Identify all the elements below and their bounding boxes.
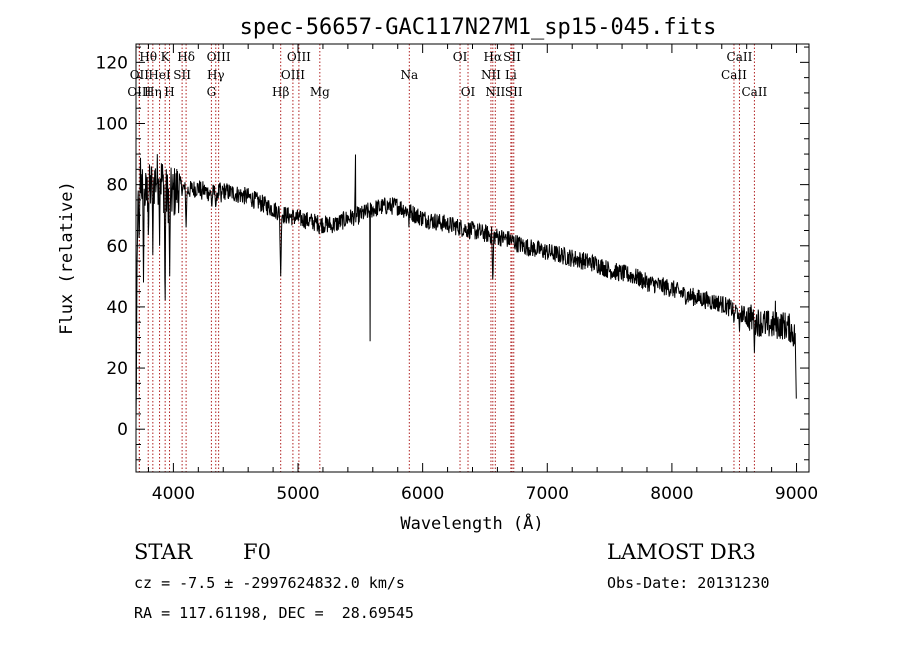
- line-markers: [138, 44, 755, 472]
- line-marker-label-18: OI: [461, 85, 476, 99]
- y-tick-label-0: 0: [117, 420, 128, 440]
- x-tick-label-2: 6000: [401, 484, 444, 504]
- plot-frame: [135, 43, 810, 473]
- line-marker-label-9: OIII: [207, 50, 231, 64]
- line-marker-label-10: Hγ: [207, 68, 225, 82]
- x-tick-label-3: 7000: [526, 484, 569, 504]
- x-tick-label-4: 8000: [650, 484, 693, 504]
- x-tick-label-1: 5000: [276, 484, 319, 504]
- redshift-text: cz = -7.5 ± -2997624832.0 km/s: [134, 574, 405, 592]
- line-marker-label-27: CaII: [741, 85, 767, 99]
- x-tick-label-0: 4000: [152, 484, 195, 504]
- coordinates: RA = 117.61198, DEC = 28.69545: [134, 604, 414, 622]
- line-marker-label-15: Mg: [310, 85, 330, 99]
- line-marker-label-2: OIII: [127, 85, 151, 99]
- line-marker-label-5: K: [161, 50, 171, 64]
- line-marker-label-24: SII: [505, 85, 523, 99]
- line-marker-label-12: Hβ: [272, 85, 289, 99]
- line-marker-label-4: HeI: [148, 68, 171, 82]
- line-marker-label-1: OII: [130, 68, 150, 82]
- object-subclass: F0: [243, 540, 271, 564]
- line-marker-label-3: Hη: [144, 85, 162, 99]
- y-tick-label-6: 120: [96, 53, 128, 73]
- object-class: STAR: [134, 540, 193, 564]
- line-marker-label-25: CaII: [727, 50, 753, 64]
- y-tick-label-5: 100: [96, 114, 128, 134]
- line-marker-label-19: Hα: [484, 50, 503, 64]
- line-marker-label-14: OIII: [281, 68, 305, 82]
- x-tick-label-5: 9000: [775, 484, 818, 504]
- line-marker-label-22: SII: [503, 50, 521, 64]
- line-marker-label-7: H: [164, 85, 174, 99]
- y-axis: 0 20 40 60 80 100 120: [96, 46, 809, 461]
- y-tick-label-3: 60: [106, 237, 128, 257]
- line-marker-label-20: NII: [481, 68, 501, 82]
- line-marker-label-8: Hδ: [177, 50, 195, 64]
- line-marker-label-21: NII: [485, 85, 505, 99]
- line-marker-label-13: OIII: [287, 50, 311, 64]
- line-marker-label-6: SII: [173, 68, 191, 82]
- line-marker-label-17: OI: [453, 50, 468, 64]
- spectrum-line: [135, 154, 797, 421]
- line-marker-label-0: Hθ: [139, 50, 157, 64]
- survey-name: LAMOST DR3: [607, 540, 756, 564]
- y-tick-label-2: 40: [106, 298, 128, 318]
- line-marker-label-16: Na: [400, 68, 418, 82]
- chart-title: spec-56657-GAC117N27M1_sp15-045.fits: [240, 15, 717, 40]
- y-tick-label-1: 20: [106, 359, 128, 379]
- x-axis-label: Wavelength (Å): [400, 512, 543, 534]
- x-axis: 4000 5000 6000 7000 8000 9000: [147, 44, 818, 504]
- obs-date: Obs-Date: 20131230: [607, 574, 770, 592]
- line-marker-label-11: G: [207, 85, 217, 99]
- spectrum-series: [135, 154, 797, 421]
- line-marker-label-23: Li: [505, 68, 517, 82]
- y-tick-label-4: 80: [106, 176, 128, 196]
- line-marker-label-26: CaII: [721, 68, 747, 82]
- y-axis-label: Flux (relative): [57, 181, 77, 335]
